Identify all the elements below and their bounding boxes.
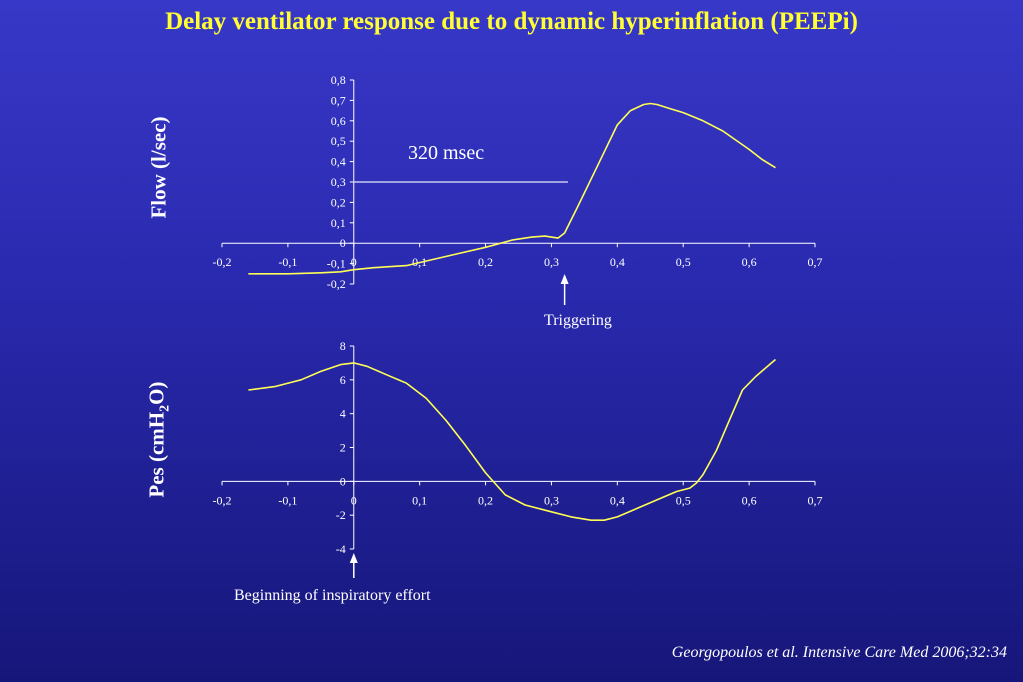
y-tick-label: 0,4 — [331, 155, 346, 169]
x-tick-label: -0,1 — [278, 255, 297, 269]
citation: Georgopoulos et al. Intensive Care Med 2… — [671, 644, 1007, 661]
y-tick-label: 0,3 — [331, 175, 346, 189]
y-tick-label: 8 — [340, 339, 346, 353]
y-tick-label: 2 — [340, 441, 346, 455]
y-tick-label: -0,1 — [327, 257, 346, 271]
chart1-series-line — [248, 102, 776, 275]
y-tick-label: -0,2 — [327, 277, 346, 291]
x-tick-label: 0,2 — [478, 255, 493, 269]
y-tick-label: 0,1 — [331, 216, 346, 230]
x-tick-label: 0,1 — [412, 493, 427, 507]
x-tick-label: 0,4 — [610, 493, 625, 507]
x-tick-label: 0,7 — [808, 493, 823, 507]
y-tick-label: 4 — [340, 407, 346, 421]
x-tick-label: 0,5 — [676, 255, 691, 269]
x-tick-label: -0,2 — [213, 493, 232, 507]
x-tick-label: 0,6 — [742, 493, 757, 507]
y-tick-label: -2 — [336, 508, 346, 522]
chart2-series-line — [248, 358, 777, 522]
x-tick-label: 0 — [351, 493, 357, 507]
x-tick-label: 0,5 — [676, 493, 691, 507]
y-tick-label: 0,6 — [331, 114, 346, 128]
x-tick-label: -0,2 — [213, 255, 232, 269]
effort-arrow-head — [349, 553, 358, 563]
inspiratory-effort-label: Beginning of inspiratory effort — [234, 587, 431, 604]
y-tick-label: 6 — [340, 373, 346, 387]
y-tick-label: 0,2 — [331, 195, 346, 209]
x-tick-label: 0,4 — [610, 255, 625, 269]
x-tick-label: 0,2 — [478, 493, 493, 507]
x-tick-label: 0 — [351, 255, 357, 269]
x-tick-label: 0,7 — [808, 255, 823, 269]
x-tick-label: 0,3 — [544, 255, 559, 269]
slide-title: Delay ventilator response due to dynamic… — [165, 8, 858, 35]
y-tick-label: 0 — [340, 474, 346, 488]
triggering-arrow-head — [560, 274, 569, 284]
y-tick-label: -4 — [336, 542, 346, 556]
y-tick-label: 0,8 — [331, 73, 346, 87]
y-tick-label: 0,7 — [331, 93, 346, 107]
x-tick-label: 0,3 — [544, 493, 559, 507]
x-tick-label: -0,1 — [278, 493, 297, 507]
y-tick-label: 0,5 — [331, 134, 346, 148]
x-tick-label: 0,6 — [742, 255, 757, 269]
delay-label: 320 msec — [408, 142, 485, 164]
triggering-label: Triggering — [544, 312, 612, 329]
y-tick-label: 0 — [340, 236, 346, 250]
